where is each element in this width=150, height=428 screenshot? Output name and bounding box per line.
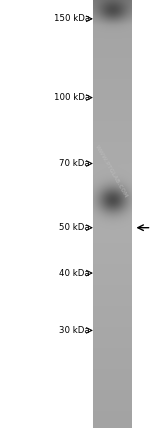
Text: WWW.PTGLAB.COM: WWW.PTGLAB.COM xyxy=(94,144,128,199)
Text: 40 kDa: 40 kDa xyxy=(59,268,90,278)
Text: 50 kDa: 50 kDa xyxy=(59,223,90,232)
Text: 150 kDa: 150 kDa xyxy=(54,14,90,24)
Text: 70 kDa: 70 kDa xyxy=(59,159,90,168)
Text: 100 kDa: 100 kDa xyxy=(54,93,90,102)
Text: 30 kDa: 30 kDa xyxy=(59,326,90,335)
